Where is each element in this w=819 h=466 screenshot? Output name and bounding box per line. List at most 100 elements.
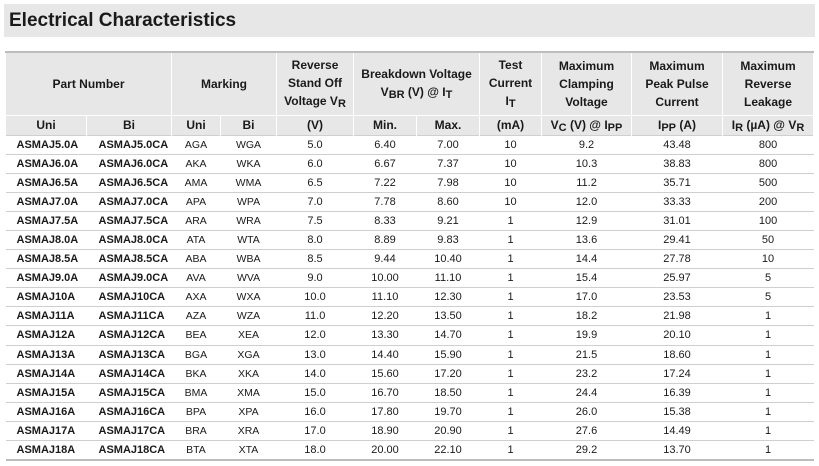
cell-part-number-uni: ASMAJ15A	[5, 382, 87, 403]
cell-standoff-voltage: 15.0	[276, 382, 354, 403]
page-title: Electrical Characteristics	[9, 9, 237, 31]
table-container: Part Number Marking Reverse Stand Off Vo…	[5, 51, 815, 461]
cell-marking-uni: AZA	[171, 306, 221, 326]
cell-breakdown-max: 18.50	[416, 382, 480, 403]
header-test-current: Test Current IT	[479, 51, 543, 115]
cell-breakdown-min: 20.00	[353, 439, 417, 461]
subheader-it-unit: (mA)	[479, 114, 543, 135]
cell-breakdown-min: 13.30	[353, 325, 417, 346]
section-title-bar: Electrical Characteristics	[4, 4, 815, 37]
table-row: ASMAJ6.5A ASMAJ6.5CA AMA WMA 6.5 7.22 7.98 10 11…	[5, 172, 814, 193]
cell-clamping-voltage: 27.6	[541, 420, 632, 441]
subheader-marking-uni: Uni	[171, 114, 221, 135]
cell-marking-uni: AVA	[171, 268, 221, 288]
cell-marking-uni: BMA	[171, 382, 221, 403]
cell-part-number-bi: ASMAJ7.0CA	[86, 191, 172, 212]
cell-standoff-voltage: 8.0	[276, 229, 354, 250]
subheader-vc: VC (V) @ IPP	[541, 114, 633, 135]
cell-reverse-leakage: 200	[722, 191, 814, 212]
cell-reverse-leakage: 5	[722, 287, 814, 307]
subheader-ir: IR (µA) @ VR	[722, 114, 815, 135]
table-row: ASMAJ7.0A ASMAJ7.0CA APA WPA 7.0 7.78 8.60 10 12…	[5, 191, 814, 212]
cell-marking-bi: WXA	[220, 287, 277, 307]
cell-test-current: 10	[479, 153, 542, 174]
cell-test-current: 10	[479, 172, 542, 193]
cell-peak-pulse-current: 31.01	[631, 210, 723, 231]
cell-marking-bi: WBA	[220, 249, 277, 269]
cell-marking-uni: AXA	[171, 287, 221, 307]
cell-part-number-bi: ASMAJ10CA	[86, 287, 172, 307]
cell-part-number-bi: ASMAJ13CA	[86, 344, 172, 365]
cell-part-number-uni: ASMAJ6.0A	[5, 153, 87, 174]
cell-standoff-voltage: 6.0	[276, 153, 354, 174]
cell-breakdown-max: 7.98	[416, 172, 480, 193]
cell-marking-uni: AMA	[171, 172, 221, 193]
cell-peak-pulse-current: 35.71	[631, 172, 723, 193]
cell-breakdown-min: 11.10	[353, 287, 417, 307]
cell-breakdown-min: 7.22	[353, 172, 417, 193]
cell-test-current: 1	[479, 363, 542, 384]
table-body: ASMAJ5.0A ASMAJ5.0CA AGA WGA 5.0 6.40 7.00 10 9.…	[5, 134, 814, 461]
cell-marking-bi: WPA	[220, 191, 277, 212]
cell-marking-bi: XGA	[220, 344, 277, 365]
cell-clamping-voltage: 13.6	[541, 229, 632, 250]
subheader-vr-unit: (V)	[276, 114, 355, 135]
table-row: ASMAJ8.5A ASMAJ8.5CA ABA WBA 8.5 9.44 10.40 1 14…	[5, 249, 814, 269]
cell-reverse-leakage: 100	[722, 210, 814, 231]
cell-marking-uni: APA	[171, 191, 221, 212]
cell-marking-uni: ABA	[171, 249, 221, 269]
cell-part-number-bi: ASMAJ6.0CA	[86, 153, 172, 174]
cell-peak-pulse-current: 25.97	[631, 268, 723, 288]
cell-part-number-bi: ASMAJ17CA	[86, 420, 172, 441]
cell-peak-pulse-current: 23.53	[631, 287, 723, 307]
cell-part-number-uni: ASMAJ11A	[5, 306, 87, 326]
subheader-ipp: IPP (A)	[631, 114, 724, 135]
cell-peak-pulse-current: 21.98	[631, 306, 723, 326]
cell-part-number-uni: ASMAJ16A	[5, 401, 87, 422]
cell-breakdown-min: 8.33	[353, 210, 417, 231]
cell-reverse-leakage: 1	[722, 382, 814, 403]
cell-clamping-voltage: 26.0	[541, 401, 632, 422]
table-row: ASMAJ12A ASMAJ12CA BEA XEA 12.0 13.30 14.70 1 19…	[5, 325, 814, 346]
cell-clamping-voltage: 12.0	[541, 191, 632, 212]
cell-part-number-bi: ASMAJ5.0CA	[86, 134, 172, 155]
cell-marking-uni: BEA	[171, 325, 221, 346]
cell-breakdown-max: 19.70	[416, 401, 480, 422]
cell-breakdown-min: 9.44	[353, 249, 417, 269]
cell-part-number-uni: ASMAJ6.5A	[5, 172, 87, 193]
cell-test-current: 1	[479, 268, 542, 288]
cell-breakdown-max: 20.90	[416, 420, 480, 441]
cell-marking-bi: XRA	[220, 420, 277, 441]
cell-breakdown-min: 16.70	[353, 382, 417, 403]
cell-breakdown-min: 10.00	[353, 268, 417, 288]
cell-clamping-voltage: 24.4	[541, 382, 632, 403]
cell-test-current: 1	[479, 420, 542, 441]
cell-breakdown-min: 18.90	[353, 420, 417, 441]
cell-test-current: 1	[479, 382, 542, 403]
cell-breakdown-max: 7.37	[416, 153, 480, 174]
cell-clamping-voltage: 21.5	[541, 344, 632, 365]
cell-breakdown-max: 22.10	[416, 439, 480, 461]
cell-marking-uni: ARA	[171, 210, 221, 231]
cell-part-number-uni: ASMAJ13A	[5, 344, 87, 365]
cell-part-number-uni: ASMAJ9.0A	[5, 268, 87, 288]
cell-breakdown-min: 17.80	[353, 401, 417, 422]
cell-marking-bi: XPA	[220, 401, 277, 422]
cell-clamping-voltage: 29.2	[541, 439, 632, 461]
header-row-main: Part Number Marking Reverse Stand Off Vo…	[5, 51, 815, 115]
cell-standoff-voltage: 16.0	[276, 401, 354, 422]
header-max-peak-pulse-current: Maximum Peak Pulse Current	[631, 51, 724, 115]
cell-marking-uni: BRA	[171, 420, 221, 441]
cell-peak-pulse-current: 38.83	[631, 153, 723, 174]
cell-breakdown-max: 15.90	[416, 344, 480, 365]
cell-standoff-voltage: 5.0	[276, 134, 354, 155]
cell-peak-pulse-current: 16.39	[631, 382, 723, 403]
cell-part-number-bi: ASMAJ11CA	[86, 306, 172, 326]
cell-peak-pulse-current: 43.48	[631, 134, 723, 155]
table-row: ASMAJ18A ASMAJ18CA BTA XTA 18.0 20.00 22.10 1 29…	[5, 439, 814, 461]
cell-standoff-voltage: 14.0	[276, 363, 354, 384]
table-row: ASMAJ8.0A ASMAJ8.0CA ATA WTA 8.0 8.89 9.83 1 13.…	[5, 229, 814, 250]
cell-clamping-voltage: 12.9	[541, 210, 632, 231]
cell-standoff-voltage: 13.0	[276, 344, 354, 365]
cell-marking-uni: AKA	[171, 153, 221, 174]
